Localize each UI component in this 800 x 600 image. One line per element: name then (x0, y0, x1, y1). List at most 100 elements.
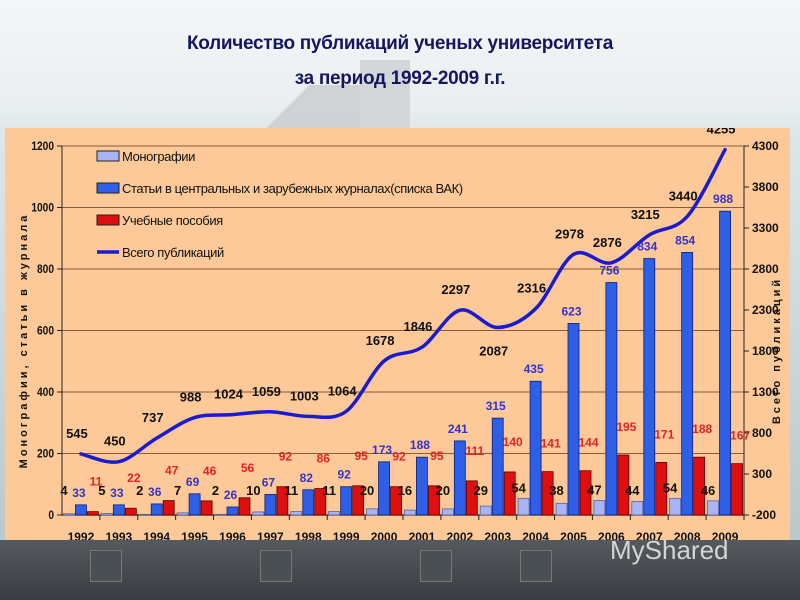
textbooks-value-label: 92 (392, 450, 406, 464)
articles-value-label: 834 (637, 240, 657, 254)
right-tick-label: -200 (752, 508, 776, 522)
bar-textbooks (200, 500, 213, 516)
total-value-label: 4255 (707, 128, 736, 137)
articles-value-label: 26 (224, 488, 238, 502)
bar-articles (264, 493, 277, 516)
bar-articles (112, 504, 125, 516)
right-tick-label: 300 (752, 467, 772, 481)
watermark: MyShared (610, 535, 729, 565)
total-value-label: 1064 (328, 383, 358, 398)
total-value-label: 3440 (669, 189, 698, 204)
chart: 0 200 400 600 800 1000 1200 -200 300 800 1300 1800 2… (18, 122, 783, 544)
monographs-value-label: 5 (98, 483, 105, 498)
right-axis-title: Всего публикаций (771, 277, 783, 424)
left-tick-label: 800 (37, 263, 54, 276)
articles-value-label: 33 (110, 486, 124, 500)
bar-monographs (366, 508, 378, 516)
bar-textbooks (465, 480, 478, 516)
articles-value-label: 988 (713, 192, 733, 206)
x-tick-label: 2002 (446, 530, 473, 540)
bar-articles (719, 210, 731, 516)
x-tick-label: 2003 (484, 530, 511, 540)
monographs-value-label: 44 (625, 483, 640, 498)
bar-monographs (441, 508, 454, 516)
right-tick-label: 2800 (752, 262, 779, 276)
left-tick-label: 200 (37, 448, 54, 461)
articles-value-label: 854 (675, 233, 695, 247)
total-value-label: 1003 (290, 388, 319, 403)
bar-textbooks (428, 485, 440, 516)
x-tick-label: 2001 (409, 530, 436, 540)
bar-textbooks (314, 488, 327, 516)
slide-title-line2: за период 1992-2009 г.г. (294, 68, 506, 89)
bar-monographs (479, 505, 492, 516)
articles-value-label: 36 (148, 485, 162, 499)
left-tick-label: 400 (37, 386, 54, 399)
bar-articles (188, 493, 201, 516)
textbooks-value-label: 188 (692, 422, 712, 436)
monographs-value-label: 2 (212, 483, 219, 498)
bar-monographs (214, 513, 227, 516)
monographs-value-label: 54 (663, 480, 678, 495)
articles-value-label: 67 (262, 475, 276, 489)
right-tick-label: 800 (752, 426, 772, 440)
bar-articles (75, 504, 87, 516)
bar-textbooks (731, 463, 743, 516)
x-tick-label: 1993 (105, 530, 132, 540)
bar-articles (453, 440, 466, 516)
textbooks-value-label: 22 (127, 471, 141, 485)
legend-swatch (96, 182, 120, 194)
x-tick-label: 1998 (295, 530, 322, 540)
bar-monographs (593, 500, 606, 516)
articles-value-label: 173 (372, 443, 392, 457)
bar-articles (378, 461, 390, 516)
right-tick-label: 3300 (752, 221, 779, 235)
total-value-label: 2297 (441, 282, 470, 297)
articles-value-label: 92 (337, 468, 351, 482)
background-tower (360, 60, 410, 140)
bar-monographs (328, 511, 341, 516)
textbooks-value-label: 141 (541, 437, 561, 451)
bar-textbooks (276, 486, 289, 516)
textbooks-value-label: 95 (354, 449, 368, 463)
right-tick-label: 1300 (752, 385, 779, 399)
legend-label: Всего публикаций (122, 245, 224, 260)
x-tick-label: 2000 (371, 530, 398, 540)
bar-monographs (290, 511, 303, 516)
monographs-value-label: 20 (436, 483, 450, 498)
right-tick-label: 1800 (752, 344, 779, 358)
x-tick-label: 2004 (522, 530, 549, 540)
bar-monographs (138, 513, 151, 516)
bar-monographs (517, 497, 530, 516)
monographs-value-label: 38 (549, 483, 563, 498)
right-tick-label: 4300 (752, 139, 779, 153)
monographs-value-label: 47 (587, 483, 601, 498)
total-value-label: 2876 (593, 235, 622, 250)
monographs-value-label: 7 (174, 483, 181, 498)
monographs-value-label: 54 (511, 480, 526, 495)
textbooks-value-label: 144 (578, 436, 598, 450)
total-value-label: 2316 (517, 281, 546, 296)
textbooks-value-label: 95 (430, 449, 444, 463)
monographs-value-label: 29 (473, 483, 487, 498)
bar-textbooks (87, 511, 99, 516)
bar-articles (226, 506, 239, 516)
x-tick-label: 1995 (181, 530, 208, 540)
total-value-label: 1678 (366, 333, 395, 348)
bar-articles (605, 282, 618, 516)
bar-articles (416, 456, 428, 516)
bar-monographs (63, 513, 75, 516)
bar-monographs (555, 502, 568, 516)
left-axis-title: Монографии, статьи в журнала (18, 213, 30, 469)
total-value-label: 1846 (403, 319, 432, 334)
bar-articles (150, 503, 163, 516)
right-tick-label: 2300 (752, 303, 779, 317)
bar-articles (681, 251, 694, 516)
left-tick-label: 600 (37, 325, 54, 338)
textbooks-value-label: 171 (654, 427, 674, 441)
textbooks-value-label: 195 (616, 420, 636, 434)
monographs-value-label: 2 (136, 483, 143, 498)
monographs-value-label: 46 (701, 483, 715, 498)
textbooks-value-label: 86 (317, 452, 331, 466)
articles-value-label: 188 (410, 438, 430, 452)
